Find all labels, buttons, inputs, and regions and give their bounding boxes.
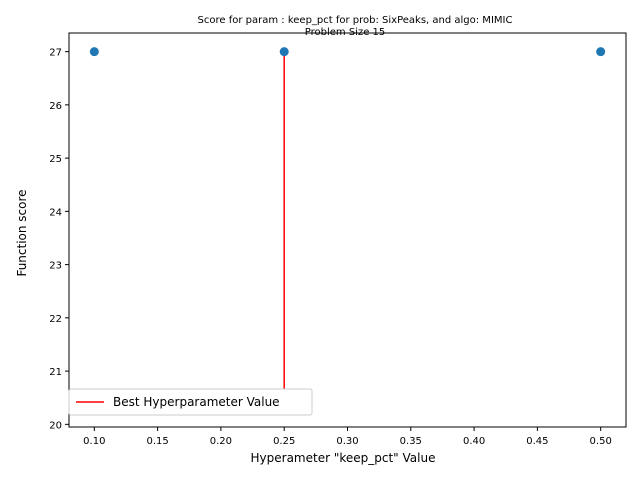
x-tick-label: 0.50 (590, 436, 612, 447)
y-tick-label: 20 (49, 420, 62, 431)
points-layer (89, 47, 606, 57)
y-tick-label: 26 (49, 101, 62, 112)
y-axis-label: Function score (15, 189, 29, 276)
y-tick-label: 25 (49, 154, 62, 165)
legend-box (68, 388, 313, 416)
y-axis-ticks: 20 21 22 23 24 25 26 27 (49, 48, 69, 431)
data-point (89, 47, 99, 57)
x-axis-label: Hyperameter "keep_pct" Value (251, 451, 436, 465)
x-tick-label: 0.40 (463, 436, 485, 447)
chart-title-line1: Score for param : keep_pct for prob: Six… (198, 15, 513, 26)
x-tick-label: 0.20 (210, 436, 232, 447)
x-tick-label: 0.35 (400, 436, 422, 447)
legend-label-best-hyperparameter: Best Hyperparameter Value (113, 395, 280, 409)
legend: Best Hyperparameter Value (68, 388, 313, 416)
plot-frame (68, 32, 627, 428)
x-tick-label: 0.45 (526, 436, 548, 447)
y-tick-label: 21 (49, 367, 62, 378)
x-tick-label: 0.25 (273, 436, 295, 447)
y-tick-label: 22 (49, 314, 62, 325)
y-tick-label: 24 (49, 207, 62, 218)
data-point (279, 47, 289, 57)
data-point (596, 47, 606, 57)
x-tick-label: 0.30 (336, 436, 358, 447)
y-tick-label: 27 (49, 48, 62, 59)
x-axis-ticks: 0.10 0.15 0.20 0.25 0.30 0.35 0.40 0.45 0.50 (83, 427, 612, 447)
x-tick-label: 0.10 (83, 436, 105, 447)
x-tick-label: 0.15 (146, 436, 168, 447)
y-tick-label: 23 (49, 261, 62, 272)
